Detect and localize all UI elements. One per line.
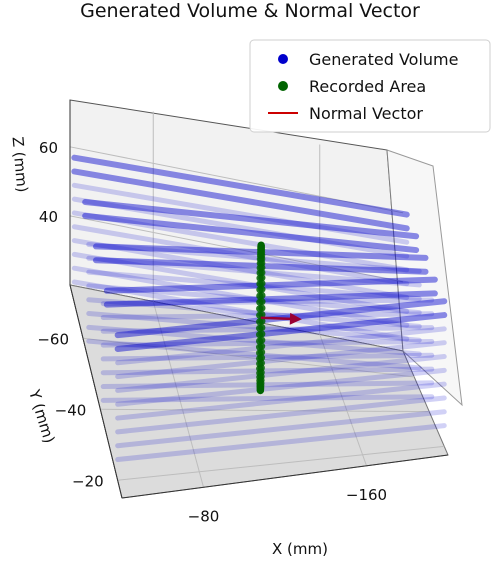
x-gridline-floor-1 [319, 334, 367, 466]
volume-sweep-line-35 [86, 324, 422, 357]
recorded-point-39 [258, 317, 266, 325]
legend: Generated Volume Recorded Area Normal Ve… [249, 39, 491, 133]
recorded-point-31 [258, 268, 266, 277]
volume-sweep-line-28 [100, 352, 435, 362]
recorded-point-33 [258, 279, 266, 287]
volume-sweep-line-25 [115, 367, 447, 407]
y-gridline-2 [117, 445, 445, 481]
x-gridline-floor-0 [152, 301, 204, 488]
recorded-point-32 [258, 274, 266, 282]
y-tick-label-0: −60 [37, 330, 69, 348]
volume-sweep-line-11 [86, 241, 422, 274]
volume-sweep-line-6 [82, 212, 420, 254]
recorded-point-68 [256, 349, 264, 357]
volume-sweep-line-32 [100, 366, 435, 376]
left-edge [69, 100, 123, 499]
volume-sweep-line-12 [100, 297, 435, 307]
legend-marker-recorded-area [278, 81, 288, 91]
y-tick-label-2: −20 [72, 472, 104, 490]
volume-sweep-line-13 [115, 326, 447, 366]
x-axis-label: X (mm) [272, 540, 328, 558]
z-tick-label-0: 60 [39, 139, 58, 157]
volume-sweep-line-0 [71, 154, 410, 218]
recorded-point-41 [258, 330, 266, 338]
recorded-point-67 [256, 354, 264, 363]
y-gridline-0 [82, 337, 415, 378]
normal-vector-arrowhead [289, 312, 302, 325]
recorded-point-42 [258, 336, 266, 344]
legend-label-generated-volume: Generated Volume [309, 50, 458, 69]
volume-sweep-line-38 [71, 279, 410, 342]
volume-sweep-line-34 [71, 265, 410, 328]
y-gridline-1 [100, 408, 430, 413]
axis-ticks: 60 40 −60 −40 −20 −80 −160 [37, 139, 387, 525]
volume-sweep-line-14 [71, 196, 410, 259]
volume-sweep-line-40 [100, 394, 435, 403]
volume-sweep-line-19 [86, 269, 422, 302]
z-axis-label: Z (mm) [9, 136, 32, 193]
recorded-point-40 [258, 323, 266, 332]
volume-sweep-line-1 [82, 199, 420, 240]
recorded-point-66 [256, 360, 264, 368]
volume-sweep-line-9 [114, 312, 448, 352]
recorded-point-34 [258, 285, 266, 293]
volume-sweep-line-20 [100, 325, 435, 334]
legend-box [249, 39, 491, 133]
volume-sweep-line-24 [100, 338, 435, 348]
z-gridline-0 [69, 146, 404, 214]
volume-sweep-line-41 [115, 423, 447, 463]
normal-vector-line [260, 316, 294, 321]
recorded-point-69 [256, 343, 264, 351]
box-edges [69, 100, 449, 499]
volume-sweep-line-23 [86, 283, 422, 316]
recorded-point-35 [258, 291, 266, 299]
volume-sweep-line-17 [115, 340, 447, 380]
z-tick-label-1: 40 [39, 208, 58, 226]
volume-sweep-line-29 [115, 381, 447, 421]
grid-lines [69, 111, 445, 488]
volume-sweep-line-10 [71, 182, 410, 245]
legend-marker-generated-volume [278, 54, 288, 64]
volume-sweep-line-33 [115, 395, 447, 435]
x-tick-label-1: −160 [346, 486, 387, 504]
volume-sweep-line-26 [71, 238, 410, 300]
y-axis-label: Y (mm) [25, 387, 59, 446]
volume-sweep-line-36 [100, 380, 435, 390]
volume-sweep-line-39 [86, 338, 422, 371]
volume-sweep-line-31 [86, 311, 422, 343]
legend-label-normal-vector: Normal Vector [309, 104, 423, 123]
front-edge [121, 454, 449, 499]
volume-sweep-line-37 [115, 409, 447, 449]
y-tick-label-1: −40 [55, 401, 87, 419]
volume-sweep-line-30 [71, 251, 410, 314]
x-tick-label-0: −80 [188, 507, 220, 525]
recorded-area [256, 241, 266, 395]
volume-sweep-line-8 [103, 290, 438, 308]
normal-vector [260, 312, 302, 325]
volume-sweep-line-18 [71, 210, 410, 273]
volume-sweep-line-22 [71, 224, 410, 287]
recorded-point-37 [258, 304, 266, 312]
volume-sweep-line-3 [103, 276, 438, 294]
volume-sweep-line-16 [100, 311, 435, 320]
volume-sweep-line-27 [86, 297, 422, 329]
right-pane-top [386, 149, 463, 407]
legend-label-recorded-area: Recorded Area [309, 77, 426, 96]
recorded-point-36 [258, 298, 266, 306]
chart-title: Generated Volume & Normal Vector [80, 0, 420, 22]
volume-sweep-line-15 [86, 255, 422, 288]
volume-sweep-line-21 [115, 354, 447, 393]
z-gridline-1 [69, 215, 404, 283]
recorded-point-38 [258, 310, 266, 319]
volume-sweep-line-5 [71, 168, 410, 232]
